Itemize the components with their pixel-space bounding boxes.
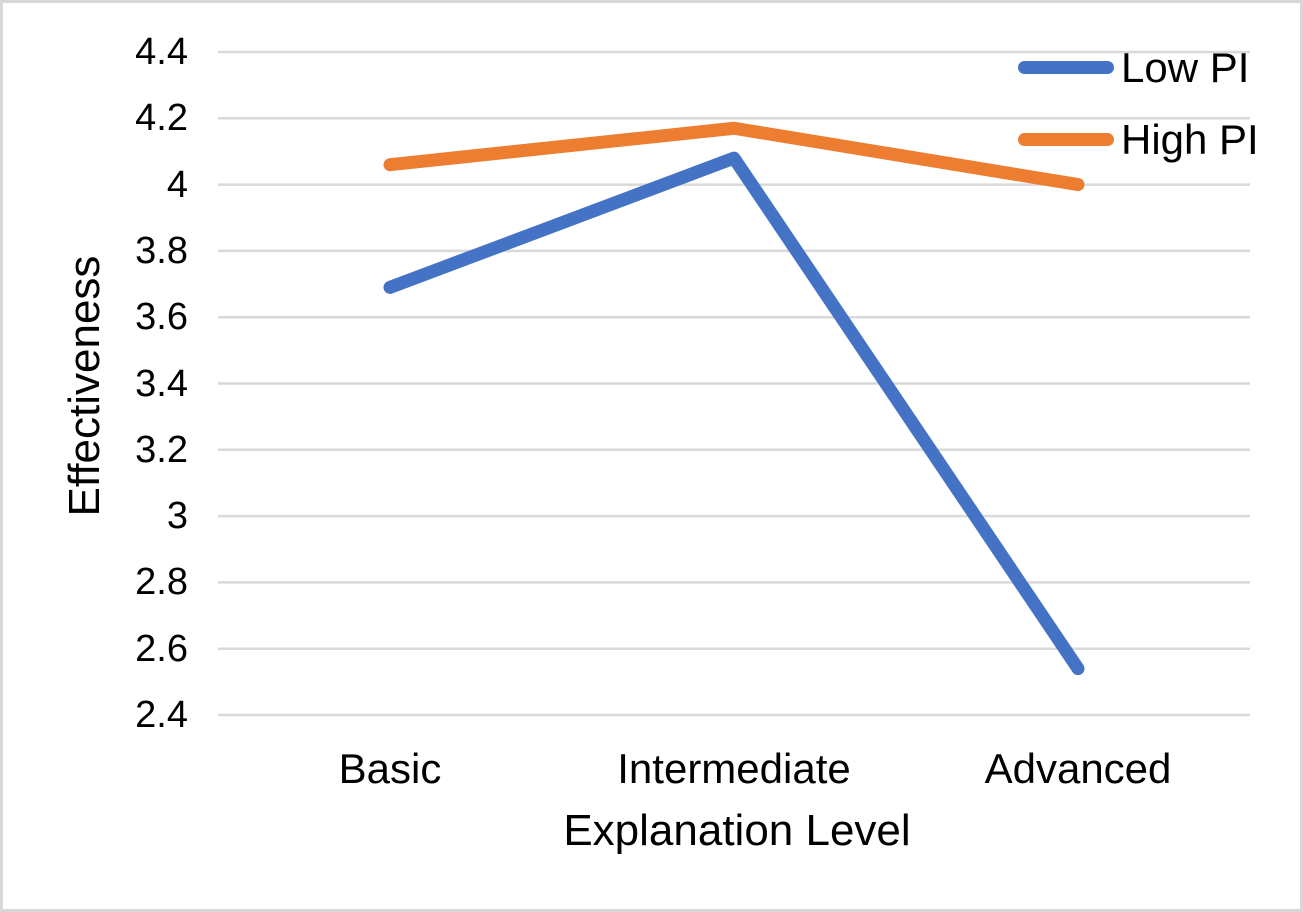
x-axis-title: Explanation Level — [563, 806, 911, 855]
y-tick-label: 3.8 — [135, 229, 188, 272]
legend-item-low-pi: Low PI — [1018, 43, 1259, 91]
y-tick-label: 4.4 — [135, 31, 188, 73]
y-tick-label: 4 — [166, 163, 188, 206]
y-tick-label: 2.4 — [135, 694, 188, 736]
high-pi-line-swatch — [1018, 133, 1114, 146]
low-pi-line-swatch — [1018, 61, 1114, 74]
legend-item-high-pi: High PI — [1018, 115, 1259, 163]
plot-area — [218, 50, 1250, 717]
series-line-high-pi — [383, 121, 1085, 192]
y-tick-label: 2.6 — [135, 627, 188, 670]
series-line-low-pi — [383, 151, 1085, 676]
y-tick-label: 3.4 — [135, 362, 188, 405]
y-axis-title: Effectiveness — [60, 255, 109, 517]
legend-label-low-pi: Low PI — [1121, 43, 1250, 91]
y-tick-label: 3 — [166, 495, 188, 538]
y-tick-label: 2.8 — [135, 561, 188, 604]
y-tick-label: 3.2 — [135, 428, 188, 471]
x-category-label: Advanced — [984, 745, 1172, 792]
y-tick-label: 4.2 — [135, 97, 188, 140]
x-category-label: Intermediate — [617, 745, 851, 792]
x-category-label: Basic — [338, 745, 442, 792]
legend-label-high-pi: High PI — [1121, 115, 1259, 163]
legend: Low PI High PI — [1018, 43, 1259, 163]
y-tick-label: 3.6 — [135, 296, 188, 339]
